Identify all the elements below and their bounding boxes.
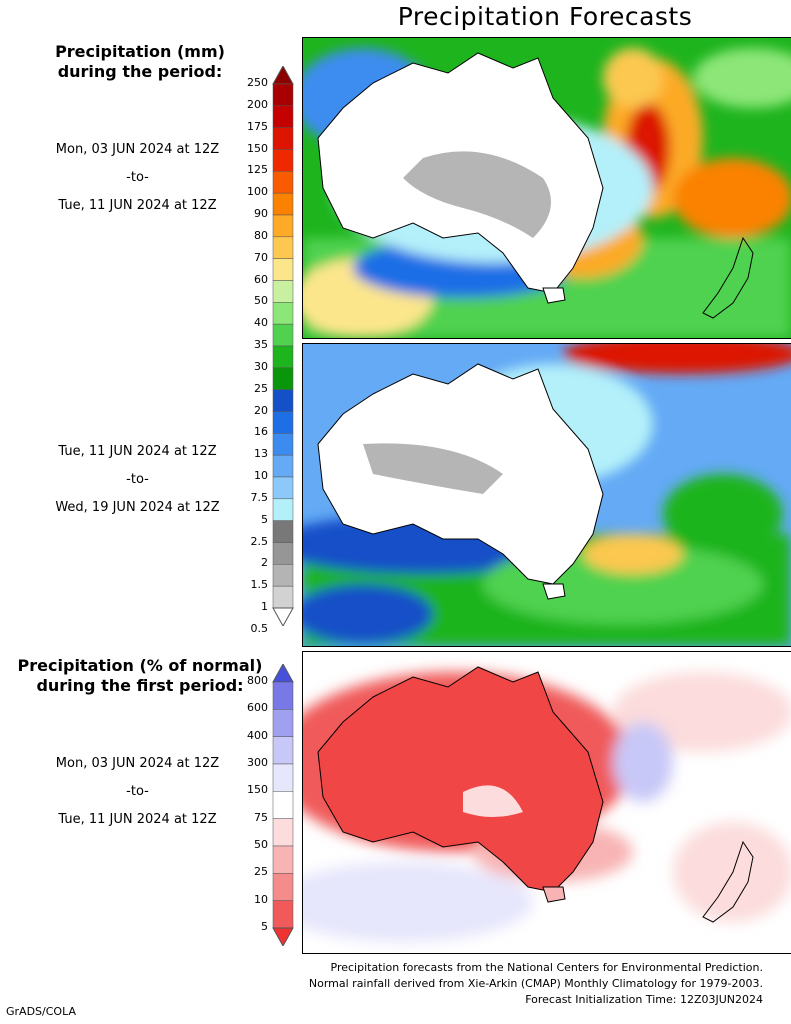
colorbar-swatch — [272, 709, 294, 737]
colorbar-label: 10 — [254, 892, 268, 906]
panel1-heading: Precipitation (mm) during the period: — [40, 42, 240, 82]
colorbar-swatch — [272, 411, 294, 434]
colorbar-label: 50 — [254, 838, 268, 851]
colorbar-top-triangle — [272, 66, 294, 85]
colorbar-swatch — [272, 585, 294, 609]
colorbar-swatch — [272, 763, 294, 792]
colorbar-swatch — [272, 149, 294, 172]
colorbar-label: 800 — [247, 674, 268, 687]
panel3-heading-line2: during the first period: — [36, 676, 244, 695]
panel3-heading-line1: Precipitation (% of normal) — [17, 656, 263, 675]
colorbar-label: 13 — [254, 447, 268, 461]
colorbar-swatch — [272, 127, 294, 150]
page-title: Precipitation Forecasts — [397, 2, 693, 31]
colorbar-top-triangle — [272, 664, 294, 683]
percent-normal-map — [302, 651, 791, 954]
colorbar-swatch — [272, 345, 294, 369]
colorbar-label: 10 — [254, 469, 268, 482]
colorbar-label: 150 — [247, 783, 268, 797]
colorbar-label: 300 — [247, 756, 268, 769]
colorbar-swatch — [272, 214, 294, 238]
panel2-start: Tue, 11 JUN 2024 at 12Z — [58, 444, 217, 459]
footer-line3: Forecast Initialization Time: 12Z03JUN20… — [525, 993, 763, 1006]
colorbar-label: 75 — [254, 810, 268, 824]
colorbar-swatch — [272, 818, 294, 847]
colorbar-label: 5 — [261, 512, 268, 526]
colorbar-label: 400 — [247, 728, 268, 742]
colorbar-label: 50 — [254, 294, 268, 308]
colorbar-swatch — [272, 389, 294, 412]
colorbar-swatch — [272, 280, 294, 303]
colorbar-swatch — [272, 542, 294, 565]
colorbar-label: 20 — [254, 403, 268, 417]
colorbar-swatch — [272, 323, 294, 347]
colorbar-bottom-triangle — [272, 927, 294, 946]
colorbar-label: 0.5 — [250, 621, 269, 635]
panel1-end: Tue, 11 JUN 2024 at 12Z — [58, 198, 217, 213]
colorbar-label: 70 — [254, 250, 268, 264]
panel2-sep: -to- — [126, 472, 149, 487]
colorbar-swatch — [272, 258, 294, 281]
colorbar-swatch — [272, 367, 294, 390]
precip-map-period2 — [302, 343, 791, 647]
colorbar-swatch — [272, 171, 294, 194]
colorbar-swatch — [272, 520, 294, 543]
colorbar-label: 600 — [247, 701, 268, 715]
colorbar-swatch — [272, 302, 294, 325]
colorbar-label: 2.5 — [250, 534, 269, 548]
colorbar-swatch — [272, 192, 294, 216]
colorbar-swatch — [272, 236, 294, 259]
colorbar-label: 2 — [261, 556, 268, 570]
colorbar-swatch — [272, 105, 294, 128]
colorbar-label: 30 — [254, 359, 268, 373]
colorbar-label: 175 — [247, 119, 268, 133]
colorbar-swatch — [272, 476, 294, 500]
colorbar-label: 100 — [247, 185, 268, 199]
precip-colorbar — [272, 66, 294, 626]
panel1-heading-line2: during the period: — [57, 62, 223, 81]
colorbar-label: 40 — [254, 316, 268, 330]
panel3-sep: -to- — [126, 784, 149, 799]
footer-line1: Precipitation forecasts from the Nationa… — [330, 961, 764, 974]
precip-map-period1 — [302, 37, 791, 339]
colorbar-swatch — [272, 791, 294, 819]
colorbar-swatch — [272, 845, 294, 874]
panel3-start: Mon, 03 JUN 2024 at 12Z — [55, 756, 220, 771]
colorbar-label: 150 — [247, 141, 268, 155]
colorbar-swatch — [272, 900, 294, 929]
colorbar-label: 80 — [254, 228, 268, 242]
panel2-end: Wed, 19 JUN 2024 at 12Z — [55, 500, 220, 515]
colorbar-swatch — [272, 564, 294, 587]
colorbar-swatch — [272, 873, 294, 901]
colorbar-swatch — [272, 681, 294, 710]
software-credit: GrADS/COLA — [6, 1005, 76, 1018]
panel1-heading-line1: Precipitation (mm) — [55, 42, 225, 61]
colorbar-label: 25 — [254, 865, 268, 879]
colorbar-swatch — [272, 454, 294, 478]
colorbar-label: 1 — [261, 600, 268, 613]
colorbar-label: 16 — [254, 425, 268, 439]
colorbar-label: 1.5 — [250, 578, 269, 592]
colorbar-label: 125 — [247, 163, 268, 177]
panel3-heading: Precipitation (% of normal) during the f… — [10, 656, 270, 696]
colorbar-bottom-triangle — [272, 607, 294, 626]
colorbar-label: 90 — [254, 207, 268, 220]
colorbar-swatch — [272, 83, 294, 107]
colorbar-label: 35 — [254, 338, 268, 351]
colorbar-swatch — [272, 433, 294, 456]
footer-line2: Normal rainfall derived from Xie-Arkin (… — [308, 977, 763, 990]
panel1-sep: -to- — [126, 170, 149, 185]
colorbar-label: 5 — [261, 920, 268, 933]
colorbar-label: 60 — [254, 272, 268, 286]
colorbar-swatch — [272, 498, 294, 521]
colorbar-label: 25 — [254, 381, 268, 395]
colorbar-label: 200 — [247, 97, 268, 111]
colorbar-swatch — [272, 736, 294, 765]
percent-colorbar — [272, 664, 294, 946]
colorbar-label: 250 — [247, 76, 268, 89]
colorbar-label: 7.5 — [250, 490, 269, 504]
panel1-start: Mon, 03 JUN 2024 at 12Z — [55, 142, 220, 157]
panel3-end: Tue, 11 JUN 2024 at 12Z — [58, 812, 217, 827]
